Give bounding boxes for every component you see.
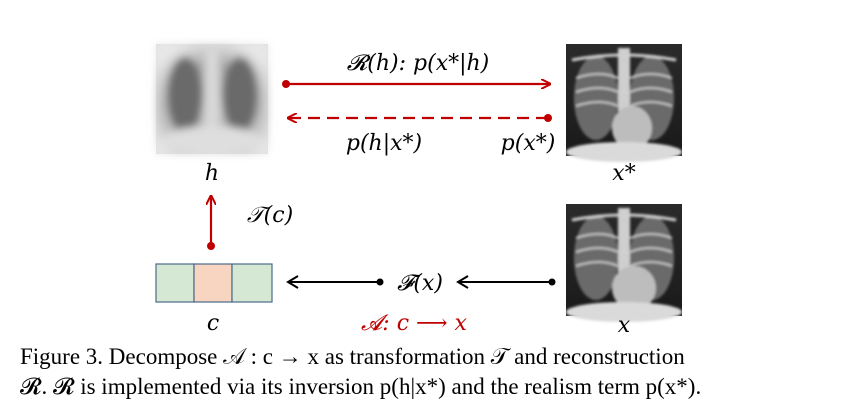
- inversion-arrow: [288, 114, 552, 122]
- feature-label: 𝓕(x): [397, 271, 443, 296]
- x-label: x: [618, 313, 631, 338]
- transformation-arrow: [207, 196, 215, 250]
- reconstruction-label: 𝓡(h): p(x*|h): [347, 51, 490, 76]
- latent-image-h: [156, 44, 268, 154]
- caption-line-2: 𝓡. 𝓡 is implemented via its inversion p(…: [20, 374, 702, 399]
- reconstruction-arrow: [282, 80, 550, 88]
- feature-arrow-right: [456, 275, 556, 289]
- transformation-label: 𝒯(c): [247, 203, 293, 228]
- xray-image-xstar: [566, 44, 682, 162]
- code-vector-c: [155, 263, 273, 303]
- inversion-label: p(h|x*): [346, 131, 422, 156]
- xray-image-x: [566, 204, 682, 322]
- decompose-label: 𝓐: c ⟶ x: [361, 311, 468, 336]
- h-label: h: [205, 161, 219, 186]
- caption-line-1: Figure 3. Decompose 𝒜 : c → x as transfo…: [20, 344, 685, 369]
- c-label: c: [207, 311, 219, 336]
- feature-arrow-left: [286, 275, 384, 289]
- realism-label: p(x*): [501, 131, 556, 156]
- xstar-label: x*: [612, 161, 635, 186]
